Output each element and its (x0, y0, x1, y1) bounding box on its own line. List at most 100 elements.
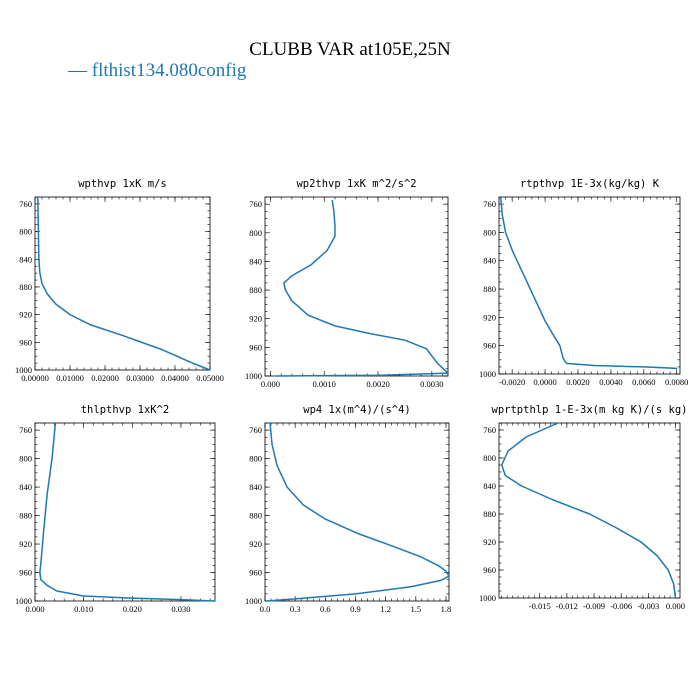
y-tick-label: 960 (19, 568, 32, 578)
legend-entry: — flthist134.080config (67, 60, 247, 81)
chart-panel-4: thlpthvp 1xK^2 760 800 840 880 920 960 10000.00… (15, 404, 216, 614)
y-tick-label: 880 (249, 511, 262, 521)
x-tick-label: 0.05000 (196, 373, 224, 383)
x-tick-label: 0.9 (350, 604, 361, 614)
chart-panel-2: wp2thvp 1xK m^2/s^2 760 800 840 880 920 960 100… (245, 178, 449, 389)
y-tick-label: 800 (249, 454, 262, 464)
plot-frame (498, 422, 681, 599)
x-tick-label: 0.00000 (21, 373, 49, 383)
panel-title: rtpthvp 1E-3x(kg/kg) K (520, 178, 660, 190)
y-tick-label: 880 (19, 511, 32, 521)
y-tick-label: 960 (19, 337, 32, 347)
y-tick-label: 1000 (15, 365, 32, 375)
chart-panel-3: rtpthvp 1E-3x(kg/kg) K 760 800 840 880 920 960… (479, 178, 688, 387)
y-tick-label: 920 (483, 537, 496, 547)
x-tick-label: 0.020 (123, 604, 142, 614)
y-tick-label: 800 (483, 227, 496, 237)
x-tick-label: -0.015 (529, 601, 551, 611)
series-line (499, 196, 678, 370)
x-tick-label: 0.01000 (56, 373, 84, 383)
y-tick-label: 1000 (479, 593, 496, 603)
x-tick-label: 1.8 (441, 604, 452, 614)
y-tick-label: 760 (249, 199, 262, 209)
y-tick-label: 920 (19, 310, 32, 320)
y-tick-label: 760 (249, 425, 262, 435)
x-tick-label: 0.0 (260, 604, 271, 614)
x-tick-label: 1.2 (380, 604, 391, 614)
x-tick-label: 0.0040 (599, 377, 622, 387)
series-line (266, 422, 450, 602)
y-tick-label: 960 (249, 568, 262, 578)
x-tick-label: 0.0030 (420, 379, 443, 389)
y-tick-label: 1000 (245, 371, 262, 381)
y-tick-label: 920 (483, 312, 496, 322)
x-tick-label: 0.0010 (313, 379, 336, 389)
x-tick-label: 0.0020 (566, 377, 589, 387)
y-tick-label: 1000 (15, 596, 32, 606)
x-tick-label: -0.006 (610, 601, 632, 611)
panel-title: wp4 1x(m^4)/(s^4) (303, 404, 410, 416)
panel-title: thlpthvp 1xK^2 (81, 404, 170, 416)
y-tick-label: 840 (483, 256, 496, 266)
y-tick-label: 840 (249, 482, 262, 492)
x-tick-label: -0.009 (583, 601, 605, 611)
series-line (37, 196, 211, 371)
x-tick-label: 0.0000 (533, 377, 556, 387)
plot-frame (264, 422, 450, 602)
plot-frame (34, 196, 211, 371)
x-tick-label: 0.010 (74, 604, 93, 614)
y-tick-label: 840 (249, 256, 262, 266)
y-tick-label: 760 (483, 425, 496, 435)
y-tick-label: 1000 (479, 369, 496, 379)
panel-title: wp2thvp 1xK m^2/s^2 (296, 178, 416, 190)
x-tick-label: -0.003 (637, 601, 659, 611)
figure-title: CLUBB VAR at105E,25N (249, 39, 451, 60)
y-tick-label: 840 (19, 254, 32, 264)
y-tick-label: 760 (19, 199, 32, 209)
x-tick-label: 0.03000 (126, 373, 154, 383)
chart-panel-6: wprtpthlp 1-E-3x(m kg K)/(s kg) 760 800 840… (479, 404, 687, 611)
y-tick-label: 920 (19, 539, 32, 549)
y-tick-label: 880 (483, 509, 496, 519)
chart-panel-5: wp4 1x(m^4)/(s^4)76080084088092096010000… (245, 404, 451, 614)
y-tick-label: 880 (483, 284, 496, 294)
y-tick-label: 800 (19, 227, 32, 237)
y-tick-label: 880 (19, 282, 32, 292)
x-tick-label: 0.6 (320, 604, 331, 614)
x-tick-label: 0.000 (25, 604, 44, 614)
y-tick-label: 880 (249, 285, 262, 295)
panel-title: wpthvp 1xK m/s (78, 178, 167, 190)
x-tick-label: 0.000 (261, 379, 280, 389)
y-tick-label: 960 (483, 565, 496, 575)
x-tick-label: 0.030 (171, 604, 190, 614)
panels: wpthvp 1xK m/s76080084088092096010000.00… (15, 178, 688, 614)
x-tick-label: -0.012 (556, 601, 578, 611)
x-tick-label: 0.04000 (161, 373, 189, 383)
series-line (500, 422, 677, 599)
y-tick-label: 800 (483, 453, 496, 463)
x-tick-label: 0.0080 (665, 377, 688, 387)
y-tick-label: 920 (249, 314, 262, 324)
y-tick-label: 800 (19, 454, 32, 464)
y-tick-label: 1000 (245, 596, 262, 606)
y-tick-label: 960 (249, 342, 262, 352)
y-tick-label: 840 (483, 481, 496, 491)
x-tick-label: 0.0020 (366, 379, 389, 389)
x-tick-label: 0.3 (290, 604, 301, 614)
y-tick-label: 760 (19, 425, 32, 435)
x-tick-label: 0.0060 (632, 377, 655, 387)
plot-frame (34, 422, 216, 602)
x-tick-label: 0.02000 (91, 373, 119, 383)
chart-panel-1: wpthvp 1xK m/s 760 800 840 880 920 960 10000.00… (15, 178, 224, 383)
x-tick-label: 1.5 (411, 604, 422, 614)
plot-frame (498, 196, 681, 375)
y-tick-label: 760 (483, 199, 496, 209)
y-tick-label: 800 (249, 228, 262, 238)
y-tick-label: 920 (249, 539, 262, 549)
y-tick-label: 840 (19, 482, 32, 492)
x-tick-label: -0.0020 (499, 377, 525, 387)
x-tick-label: 0.000 (666, 601, 685, 611)
panel-title: wprtpthlp 1-E-3x(m kg K)/(s kg) (492, 404, 688, 416)
